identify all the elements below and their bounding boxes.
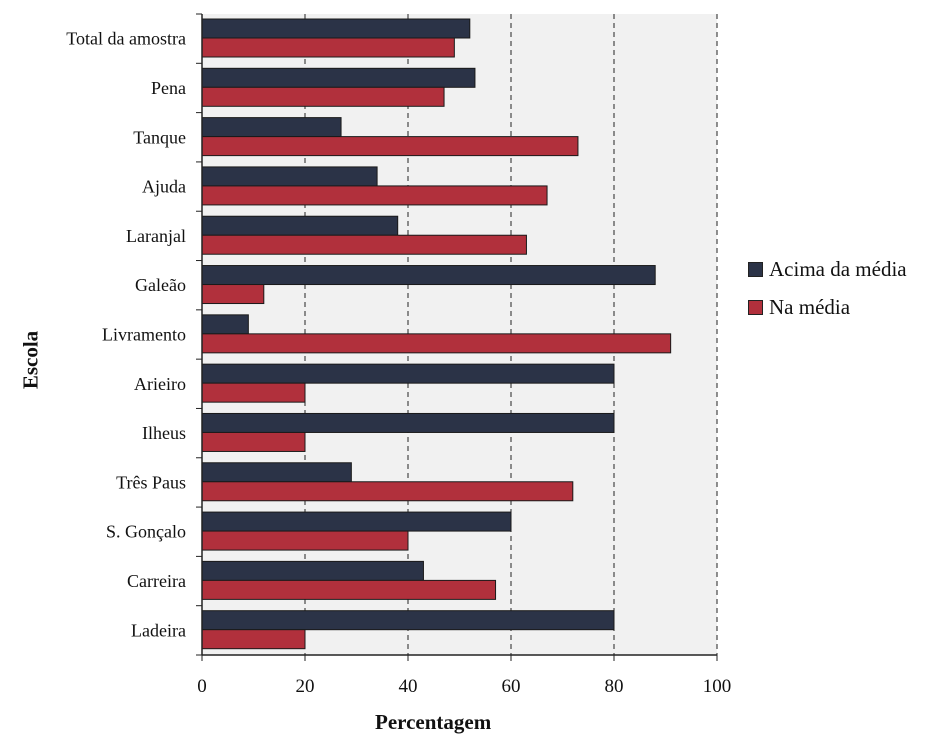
bar xyxy=(201,234,527,255)
bar xyxy=(201,314,249,335)
x-axis-label: Percentagem xyxy=(375,710,492,734)
y-tick-label: Três Paus xyxy=(116,472,186,492)
y-tick-label: Ilheus xyxy=(142,423,186,443)
y-tick-label: S. Gonçalo xyxy=(106,522,186,542)
y-tick-label: Pena xyxy=(151,78,186,98)
y-axis-label: Escola xyxy=(18,330,43,390)
y-tick-label: Total da amostra xyxy=(66,29,186,49)
bar xyxy=(201,333,672,354)
x-tick-label: 100 xyxy=(703,676,732,697)
bar xyxy=(201,610,615,631)
bar xyxy=(201,117,342,138)
y-tick-label: Livramento xyxy=(102,325,186,345)
bar xyxy=(201,579,497,600)
bar xyxy=(201,560,424,581)
bar xyxy=(201,37,455,58)
x-tick-label: 20 xyxy=(296,676,315,697)
bar xyxy=(201,481,574,502)
x-tick-label: 40 xyxy=(399,676,418,697)
x-tick-label: 0 xyxy=(197,676,207,697)
x-tick-label: 60 xyxy=(502,676,521,697)
legend-label-na-media: Na média xyxy=(769,294,851,319)
y-tick-label: Ladeira xyxy=(131,620,186,640)
bar xyxy=(201,530,409,551)
legend: Acima da média Na média xyxy=(748,256,907,332)
bar xyxy=(201,431,306,452)
legend-item-acima: Acima da média xyxy=(748,256,907,282)
bar xyxy=(201,215,399,236)
y-tick-label: Galeão xyxy=(135,275,186,295)
bar xyxy=(201,363,615,384)
bar xyxy=(201,86,445,107)
bar xyxy=(201,67,476,88)
y-tick-label: Tanque xyxy=(133,127,186,147)
legend-label-acima: Acima da média xyxy=(769,256,907,281)
bar xyxy=(201,136,579,157)
bar xyxy=(201,462,352,483)
bar xyxy=(201,412,615,433)
bar xyxy=(201,166,378,187)
legend-swatch-na-media xyxy=(748,299,763,315)
bar xyxy=(201,18,471,39)
bar xyxy=(201,265,656,286)
legend-item-na-media: Na média xyxy=(748,294,907,320)
y-tick-label: Carreira xyxy=(127,571,186,591)
bar xyxy=(201,629,306,650)
legend-swatch-acima xyxy=(748,261,763,277)
x-tick-label: 80 xyxy=(605,676,624,697)
y-tick-label: Arieiro xyxy=(134,374,186,394)
y-tick-label: Laranjal xyxy=(126,226,186,246)
bar xyxy=(201,185,548,206)
y-tick-label: Ajuda xyxy=(142,177,186,197)
bar xyxy=(201,284,265,305)
bar xyxy=(201,511,512,532)
bar xyxy=(201,382,306,403)
